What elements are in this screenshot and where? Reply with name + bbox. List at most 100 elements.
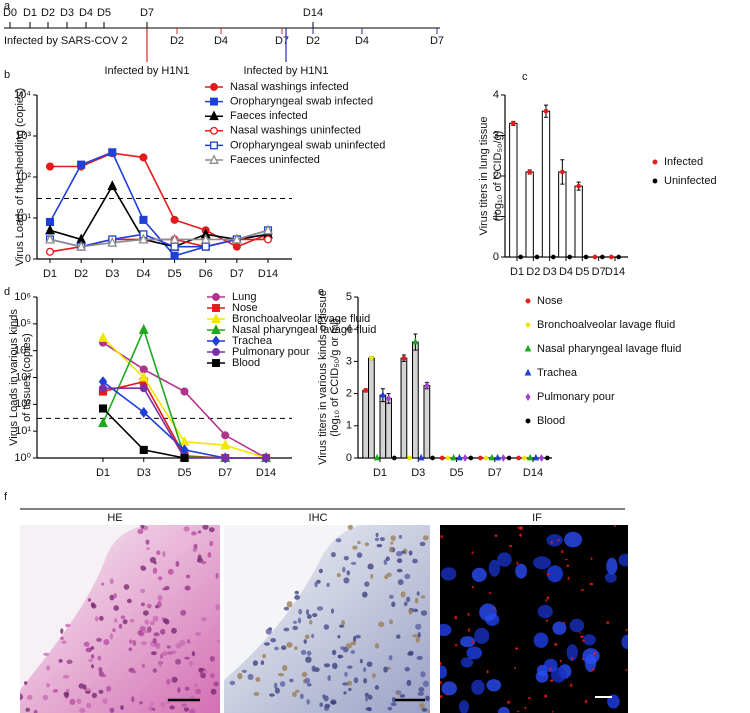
x-tick-label: D7 [488, 467, 502, 479]
cell [112, 628, 116, 633]
cell [270, 638, 277, 643]
cell [209, 673, 216, 679]
x-tick-label: D5 [449, 467, 463, 479]
cell [343, 556, 349, 561]
cell [292, 625, 299, 631]
cell [300, 649, 307, 656]
marker [210, 97, 218, 106]
he-image [20, 525, 220, 713]
cell [128, 647, 132, 651]
cell [440, 681, 443, 685]
day-label: D4 [79, 7, 93, 19]
cell [76, 698, 82, 704]
cell [198, 667, 204, 673]
marker [139, 445, 148, 454]
cell [312, 613, 318, 618]
day-label: D0 [3, 7, 17, 19]
cell [120, 705, 124, 710]
legend-label: Faeces uninfected [230, 154, 320, 166]
cell [143, 610, 149, 616]
day-label: D7 [275, 35, 289, 47]
cell [440, 623, 452, 637]
x-tick-label: D7 [218, 467, 232, 479]
cell [167, 651, 174, 655]
cell [141, 641, 147, 646]
cell [319, 702, 324, 708]
cell [621, 634, 628, 649]
cell [374, 685, 379, 690]
bar [412, 341, 419, 459]
cell [162, 618, 168, 624]
y-tick-label: 10⁴ [14, 345, 31, 357]
cell [46, 665, 51, 671]
cell [83, 641, 90, 647]
cell [311, 633, 315, 639]
infection-label: Infected by H1N1 [105, 65, 190, 77]
cell [151, 651, 157, 656]
day-label: D5 [97, 7, 111, 19]
cell [537, 604, 553, 619]
cell [569, 618, 585, 633]
y-tick-label: 4 [346, 323, 352, 335]
cell [151, 707, 156, 711]
cell [195, 688, 202, 695]
cell [156, 550, 161, 555]
cell [533, 632, 549, 648]
cell [584, 699, 588, 704]
marker [98, 404, 108, 413]
marker [212, 304, 220, 312]
marker [583, 254, 589, 260]
cell [535, 670, 549, 683]
marker [391, 455, 397, 461]
cell [415, 637, 420, 643]
ihc-image [224, 525, 430, 713]
cell [604, 572, 617, 583]
cell [140, 525, 145, 529]
y-tick-label: 1 [493, 210, 499, 222]
cell [96, 637, 102, 643]
cell [544, 658, 558, 673]
y-tick-label: 3 [493, 129, 499, 141]
cell [551, 710, 554, 713]
cell [120, 615, 126, 619]
cell [157, 594, 163, 602]
cell [166, 645, 171, 649]
legend-label: Nose [232, 302, 258, 314]
bar [423, 385, 431, 459]
cell [323, 663, 331, 668]
y-tick-label: 0 [25, 253, 31, 265]
cell [283, 606, 290, 611]
cell [322, 694, 326, 699]
cell [422, 680, 429, 688]
marker [210, 126, 218, 135]
marker [379, 391, 387, 398]
cell [58, 659, 63, 663]
cell [86, 702, 92, 709]
y-axis-label: Virus titers in various kinds of tissue [317, 290, 329, 465]
marker [180, 453, 189, 463]
marker [45, 162, 55, 171]
legend-label: Blood [537, 415, 565, 427]
cell [417, 691, 424, 696]
cell [216, 639, 220, 644]
cell [544, 694, 548, 698]
cell [292, 691, 297, 698]
cell [264, 642, 270, 646]
cell [109, 633, 114, 640]
marker [170, 251, 179, 260]
cell [123, 584, 130, 590]
cell [497, 552, 512, 567]
cell [160, 702, 166, 707]
cell [191, 651, 196, 657]
marker [506, 455, 512, 461]
y-axis-label: Virus Loads in various kinds [8, 309, 20, 446]
marker [231, 233, 242, 244]
cell [152, 637, 157, 644]
legend-label: Nasal washings uninfected [230, 125, 361, 137]
cell [175, 658, 182, 665]
cell [441, 681, 458, 696]
cell [420, 610, 428, 616]
legend-label: Lung [232, 291, 256, 303]
cell [422, 535, 429, 541]
day-label: D7 [140, 7, 154, 19]
